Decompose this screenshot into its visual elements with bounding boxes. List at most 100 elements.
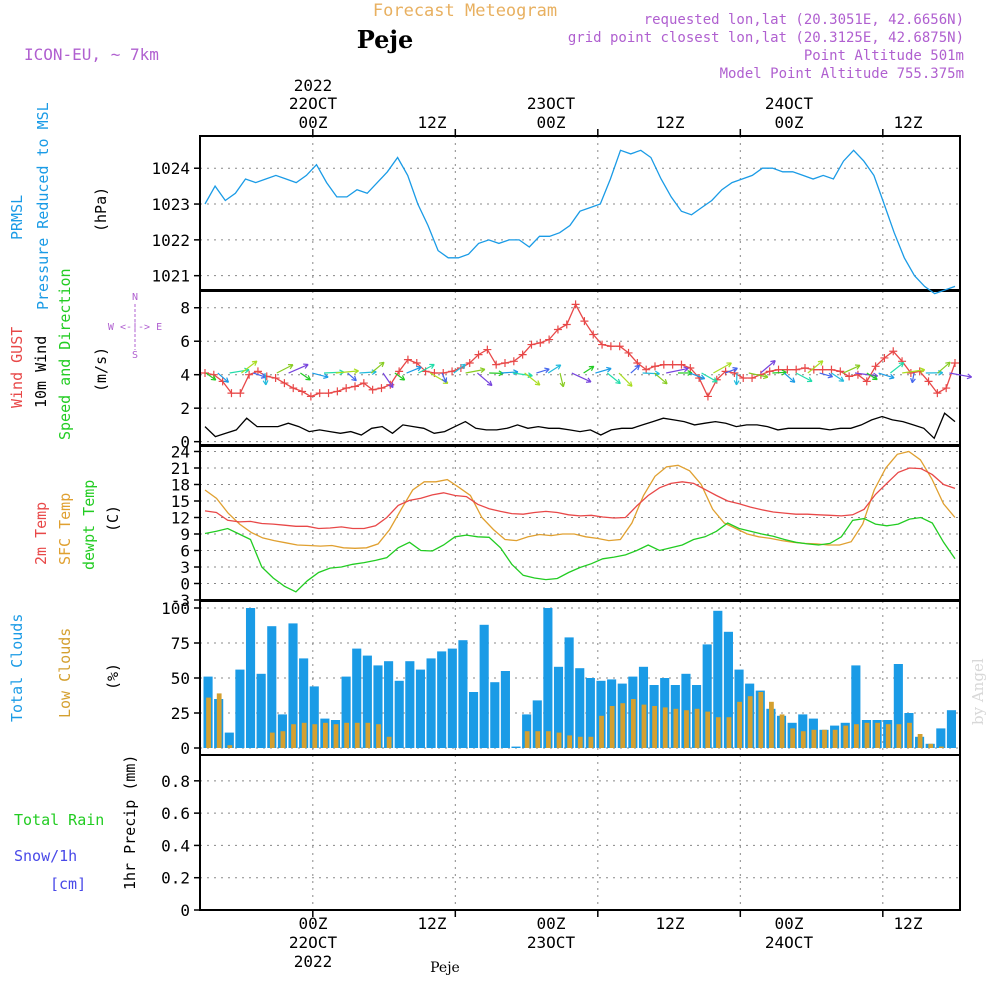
gust-marker bbox=[377, 384, 385, 392]
gust-label: Wind GUST bbox=[8, 327, 26, 408]
top-tick-label: 00Z bbox=[537, 113, 566, 132]
low-cloud-bar bbox=[790, 728, 795, 748]
compass-north: N bbox=[132, 292, 138, 303]
gust-marker bbox=[845, 372, 853, 380]
bottom-tick-label: 12Z bbox=[656, 914, 685, 933]
clouds-unit: (%) bbox=[104, 663, 122, 690]
gust-marker bbox=[748, 374, 756, 382]
total-cloud-bar bbox=[405, 661, 414, 748]
wind-direction-arrow bbox=[643, 373, 660, 374]
dewpt-label: dewpt Temp bbox=[80, 480, 98, 570]
total-cloud-bar bbox=[458, 640, 467, 748]
top-date-2: 23OCT bbox=[527, 94, 576, 113]
low-cloud-bar bbox=[291, 724, 296, 748]
total-cloud-bar bbox=[235, 670, 244, 748]
bottom-date-3: 24OCT bbox=[765, 933, 814, 952]
low-cloud-bar bbox=[928, 744, 933, 748]
requested-coords: requested lon,lat (20.3051E, 42.6656N) bbox=[644, 12, 964, 28]
y-tick-label: 1022 bbox=[151, 231, 190, 250]
low-cloud-bar bbox=[302, 723, 307, 748]
total-cloud-bar bbox=[384, 661, 393, 748]
gust-marker bbox=[572, 300, 580, 308]
low-cloud-bar bbox=[620, 703, 625, 748]
model-name: ICON-EU, ~ 7km bbox=[24, 45, 159, 64]
gust-marker bbox=[704, 392, 712, 400]
total-cloud-bar bbox=[490, 682, 499, 748]
total-cloud-bar bbox=[501, 671, 510, 748]
top-date-3: 24OCT bbox=[765, 94, 814, 113]
gust-marker bbox=[333, 387, 341, 395]
total-cloud-bar bbox=[511, 747, 520, 748]
wind-direction-arrow bbox=[890, 363, 903, 373]
gust-marker bbox=[492, 361, 500, 369]
y-tick-label: 24 bbox=[171, 443, 190, 462]
y-tick-label: 6 bbox=[180, 332, 190, 351]
low-cloud-bar bbox=[705, 712, 710, 748]
y-tick-label: 100 bbox=[161, 599, 190, 618]
pressure-label-full: Pressure Reduced to MSL bbox=[34, 102, 52, 310]
snow-label: Snow/1h bbox=[14, 847, 77, 865]
low-cloud-bar bbox=[907, 723, 912, 748]
model-point-altitude: Model Point Altitude 755.375m bbox=[720, 66, 964, 82]
total-cloud-bar bbox=[267, 626, 276, 748]
low-cloud-bar bbox=[365, 723, 370, 748]
y-tick-label: 18 bbox=[171, 476, 190, 495]
low-cloud-bar bbox=[312, 724, 317, 748]
wind-direction-arrow bbox=[477, 373, 492, 385]
low-cloud-bar bbox=[727, 717, 732, 748]
y-tick-label: 1021 bbox=[151, 267, 190, 286]
direction-label: Speed and Direction bbox=[56, 268, 74, 440]
total-cloud-bar bbox=[936, 728, 945, 748]
bottom-tick-label: 00Z bbox=[537, 914, 566, 933]
low-cloud-bar bbox=[663, 707, 668, 748]
total-cloud-bar bbox=[480, 625, 489, 748]
y-tick-label: 0 bbox=[180, 575, 190, 594]
y-tick-label: 0 bbox=[180, 901, 190, 920]
gust-marker bbox=[201, 369, 209, 377]
footer-location: Peje bbox=[430, 960, 460, 976]
panel-frame bbox=[200, 755, 960, 910]
pressure-unit: (hPa) bbox=[92, 187, 110, 232]
low-cloud-bar bbox=[588, 737, 593, 748]
low-cloud-bar bbox=[769, 702, 774, 748]
bottom-tick-label: 12Z bbox=[418, 914, 447, 933]
total-clouds-label: Total Clouds bbox=[8, 614, 26, 722]
low-cloud-bar bbox=[822, 730, 827, 748]
low-cloud-bar bbox=[206, 698, 211, 748]
sfc-temp-label: SFC Temp bbox=[56, 493, 74, 565]
total-cloud-bar bbox=[448, 649, 457, 748]
gust-marker bbox=[342, 384, 350, 392]
gust-marker bbox=[651, 362, 659, 370]
point-altitude: Point Altitude 501m bbox=[804, 48, 964, 64]
y-tick-label: 12 bbox=[171, 509, 190, 528]
low-cloud-bar bbox=[557, 733, 562, 748]
low-cloud-bar bbox=[865, 723, 870, 748]
y-tick-label: 3 bbox=[180, 558, 190, 577]
gust-marker bbox=[325, 389, 333, 397]
low-cloud-bar bbox=[281, 731, 286, 748]
low-cloud-bar bbox=[843, 726, 848, 748]
total-cloud-bar bbox=[565, 637, 574, 748]
low-cloud-bar bbox=[716, 717, 721, 748]
wind-unit: (m/s) bbox=[92, 347, 110, 392]
total-cloud-bar bbox=[416, 670, 425, 748]
total-rain-label: Total Rain bbox=[14, 811, 104, 829]
low-cloud-bar bbox=[652, 706, 657, 748]
y-tick-label: 0.8 bbox=[161, 772, 190, 791]
gust-marker bbox=[607, 342, 615, 350]
low-cloud-bar bbox=[833, 730, 838, 748]
gust-marker bbox=[307, 392, 315, 400]
y-tick-label: 75 bbox=[171, 634, 190, 653]
bottom-year: 2022 bbox=[294, 952, 333, 971]
top-tick-label: 12Z bbox=[656, 113, 685, 132]
gust-marker bbox=[827, 366, 835, 374]
low-cloud-bar bbox=[323, 723, 328, 748]
y-tick-label: 15 bbox=[171, 492, 190, 511]
y-tick-label: 2 bbox=[180, 399, 190, 418]
gust-marker bbox=[536, 339, 544, 347]
pressure-line bbox=[205, 150, 955, 293]
low-cloud-bar bbox=[854, 724, 859, 748]
low-cloud-bar bbox=[387, 737, 392, 748]
